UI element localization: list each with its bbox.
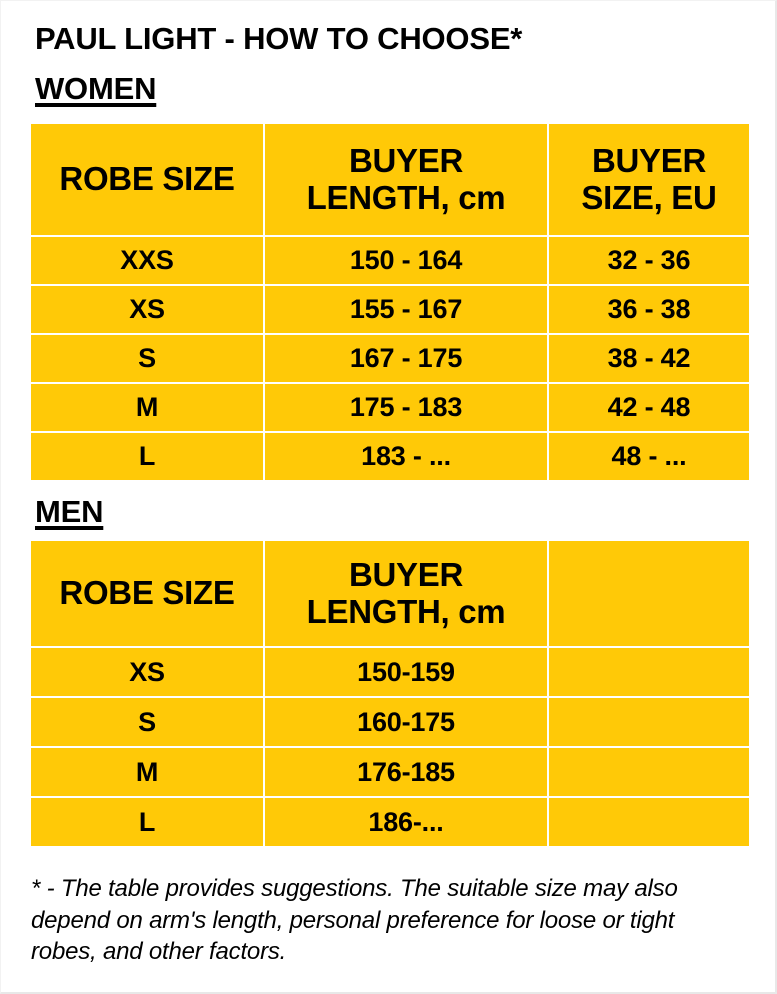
cell-buyer-length: 167 - 175 bbox=[263, 333, 549, 384]
cell-buyer-length: 150-159 bbox=[263, 646, 549, 698]
cell-buyer-length: 176-185 bbox=[263, 746, 549, 798]
table-row: S 160-175 bbox=[29, 696, 751, 748]
cell-robe-size: XXS bbox=[29, 235, 265, 286]
women-size-table: ROBE SIZE BUYER LENGTH, cm BUYER SIZE, E… bbox=[29, 122, 751, 482]
cell-buyer-size-eu: 38 - 42 bbox=[547, 333, 751, 384]
column-header-empty bbox=[547, 539, 751, 648]
section-heading-men: MEN bbox=[35, 494, 104, 529]
table-header-row: ROBE SIZE BUYER LENGTH, cm BUYER SIZE, E… bbox=[29, 122, 751, 237]
cell-robe-size: S bbox=[29, 333, 265, 384]
table-row: M 175 - 183 42 - 48 bbox=[29, 382, 751, 433]
cell-buyer-size-eu: 32 - 36 bbox=[547, 235, 751, 286]
column-header-robe-size: ROBE SIZE bbox=[29, 122, 265, 237]
table-row: M 176-185 bbox=[29, 746, 751, 798]
table-row: XS 150-159 bbox=[29, 646, 751, 698]
section-heading-women: WOMEN bbox=[35, 71, 157, 106]
table-row: L 186-... bbox=[29, 796, 751, 848]
table-row: XXS 150 - 164 32 - 36 bbox=[29, 235, 751, 286]
cell-robe-size: XS bbox=[29, 646, 265, 698]
table-row: L 183 - ... 48 - ... bbox=[29, 431, 751, 482]
cell-robe-size: L bbox=[29, 796, 265, 848]
cell-robe-size: M bbox=[29, 382, 265, 433]
cell-buyer-size-eu: 42 - 48 bbox=[547, 382, 751, 433]
cell-buyer-size-eu: 36 - 38 bbox=[547, 284, 751, 335]
cell-robe-size: M bbox=[29, 746, 265, 798]
cell-buyer-size-eu: 48 - ... bbox=[547, 431, 751, 482]
cell-buyer-length: 160-175 bbox=[263, 696, 549, 748]
cell-buyer-length: 186-... bbox=[263, 796, 549, 848]
cell-buyer-length: 155 - 167 bbox=[263, 284, 549, 335]
footnote-text: * - The table provides suggestions. The … bbox=[31, 875, 678, 966]
table-row: S 167 - 175 38 - 42 bbox=[29, 333, 751, 384]
table-row: XS 155 - 167 36 - 38 bbox=[29, 284, 751, 335]
column-header-robe-size: ROBE SIZE bbox=[29, 539, 265, 648]
column-header-buyer-size-eu: BUYER SIZE, EU bbox=[547, 122, 751, 237]
cell-empty bbox=[547, 696, 751, 748]
cell-empty bbox=[547, 796, 751, 848]
table-header-row: ROBE SIZE BUYER LENGTH, cm bbox=[29, 539, 751, 648]
cell-robe-size: L bbox=[29, 431, 265, 482]
men-size-table: ROBE SIZE BUYER LENGTH, cm XS 150-159 S … bbox=[29, 539, 751, 848]
page-title: PAUL LIGHT - HOW TO CHOOSE* bbox=[35, 21, 523, 56]
column-header-buyer-length: BUYER LENGTH, cm bbox=[263, 122, 549, 237]
cell-empty bbox=[547, 646, 751, 698]
cell-robe-size: XS bbox=[29, 284, 265, 335]
cell-buyer-length: 175 - 183 bbox=[263, 382, 549, 433]
cell-empty bbox=[547, 746, 751, 798]
cell-robe-size: S bbox=[29, 696, 265, 748]
cell-buyer-length: 150 - 164 bbox=[263, 235, 549, 286]
cell-buyer-length: 183 - ... bbox=[263, 431, 549, 482]
column-header-buyer-length: BUYER LENGTH, cm bbox=[263, 539, 549, 648]
